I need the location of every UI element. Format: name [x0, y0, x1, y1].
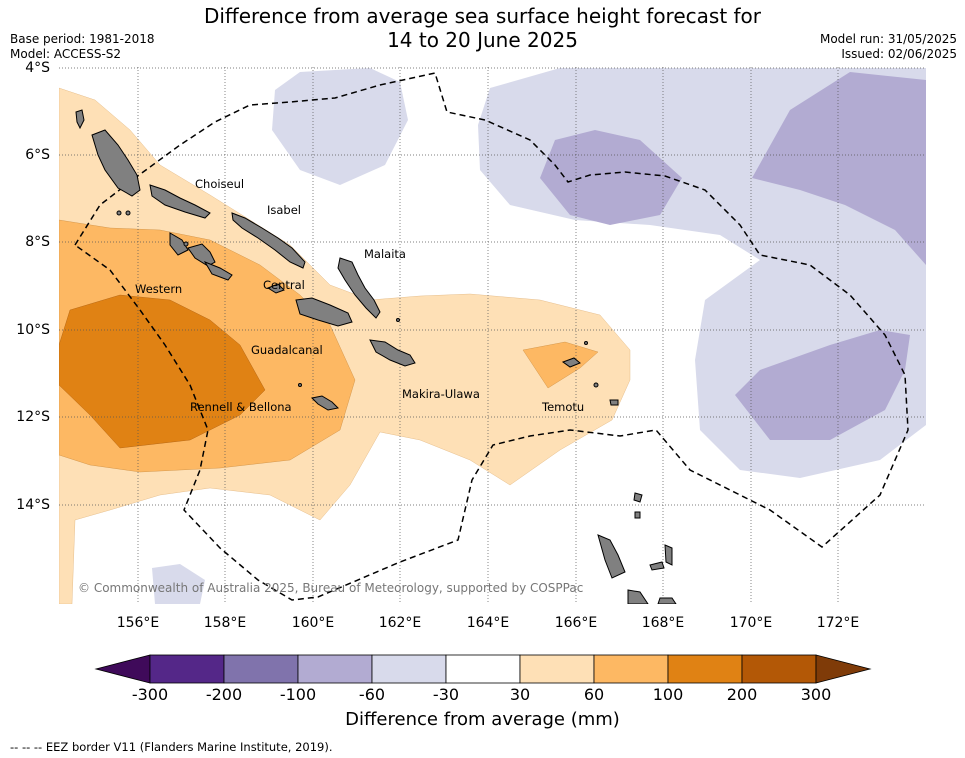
islet-6 [584, 341, 588, 345]
colorbar-bin-7 [593, 654, 669, 684]
land [75, 109, 677, 604]
colorbar-bin-5 [445, 654, 521, 684]
island-vanuatu-5 [633, 492, 643, 503]
anomaly-neg-60-100-a [540, 130, 682, 225]
islet-1 [125, 210, 131, 216]
anomaly-neg-60-100-c [735, 330, 910, 440]
island-isabel [231, 212, 306, 269]
island-choiseul [75, 109, 85, 130]
colorbar-bin-4 [371, 654, 447, 684]
colorbar-tick-4: -60 [358, 685, 386, 704]
lon-label-158e: 158°E [203, 615, 247, 631]
island-vanuatu-2 [627, 589, 649, 604]
lon-label-160e: 160°E [291, 615, 335, 631]
colorbar-tick-3: -100 [279, 685, 317, 704]
lon-label-166e: 166°E [554, 615, 598, 631]
island-vanuatu-3 [649, 561, 665, 571]
colorbar [94, 654, 872, 684]
label-central: Central [263, 278, 305, 292]
base-period-label: Base period: 1981-2018 [10, 32, 155, 46]
lon-label-156e: 156°E [116, 615, 160, 631]
island-rennell [310, 395, 340, 411]
colorbar-bin-6 [519, 654, 595, 684]
island-vanuatu-7 [657, 597, 677, 604]
islet-3 [183, 241, 189, 247]
colorbar-bin-2 [223, 654, 299, 684]
island-new-georgia [169, 232, 189, 256]
model-label: Model: ACCESS-S2 [10, 47, 122, 61]
label-temotu: Temotu [541, 400, 584, 414]
footer-legend: -- -- -- EEZ border V11 (Flanders Marine… [10, 740, 333, 754]
anomaly-60-100-temotu [522, 341, 599, 389]
lat-label-10s: 10°S [16, 322, 50, 338]
label-guadalcanal: Guadalcanal [251, 343, 323, 357]
colorbar-tick-8: 100 [652, 685, 684, 704]
island-vanuatu-1 [597, 534, 626, 579]
colorbar-bin-9 [741, 654, 817, 684]
label-isabel: Isabel [267, 203, 301, 217]
anomaly-100-200 [59, 294, 266, 449]
colorbar-tick-2: -200 [205, 685, 243, 704]
gridlines [59, 67, 926, 604]
colorbar-tick-5: -30 [432, 685, 460, 704]
lon-label-162e: 162°E [378, 615, 422, 631]
island-vanuatu-4 [664, 544, 673, 566]
lon-label-172e: 172°E [816, 615, 860, 631]
colorbar-tick-1: -300 [131, 685, 169, 704]
island-vanuatu-6 [634, 511, 641, 519]
label-rennell: Rennell & Bellona [190, 400, 292, 414]
islet-5 [593, 382, 599, 388]
lon-label-168e: 168°E [641, 615, 685, 631]
title-line-1: Difference from average sea surface heig… [203, 4, 762, 28]
issued-label: Issued: 02/06/2025 [841, 47, 957, 61]
island-malaita [337, 257, 381, 319]
island-central [266, 283, 285, 294]
map-svg: Choiseul Isabel Malaita Western Central … [59, 67, 926, 604]
colorbar-bin-8 [667, 654, 743, 684]
label-makira: Makira-Ulawa [402, 387, 480, 401]
islet-2 [116, 210, 122, 216]
colorbar-extend-low [94, 654, 151, 684]
eez-legend-text: EEZ border V11 (Flanders Marine Institut… [45, 740, 333, 754]
model-run-label: Model run: 31/05/2025 [819, 32, 957, 46]
lat-label-6s: 6°S [25, 147, 50, 163]
colorbar-tick-7: 60 [583, 685, 605, 704]
island-new-georgia-2 [187, 243, 216, 267]
page-title: Difference from average sea surface heig… [0, 4, 965, 52]
anomaly-neg-30-60-south [152, 564, 205, 604]
colorbar-tick-10: 300 [800, 685, 832, 704]
lon-label-164e: 164°E [466, 615, 510, 631]
colorbar-title: Difference from average (mm) [345, 709, 620, 730]
islet-4 [396, 318, 400, 322]
colorbar-bin-1 [149, 654, 225, 684]
islet-7 [298, 383, 302, 387]
label-choiseul: Choiseul [195, 177, 244, 191]
map-area: Choiseul Isabel Malaita Western Central … [59, 67, 926, 604]
island-new-georgia-3 [203, 260, 233, 281]
lat-label-14s: 14°S [16, 497, 50, 513]
island-choiseul-main [149, 184, 211, 219]
island-temotu-2 [609, 399, 619, 406]
label-malaita: Malaita [364, 247, 406, 261]
lat-label-4s: 4°S [25, 60, 50, 76]
title-line-2: 14 to 20 June 2025 [387, 28, 578, 52]
colorbar-extend-high [815, 654, 872, 684]
colorbar-bin-3 [297, 654, 373, 684]
island-guadalcanal [295, 297, 353, 327]
colorbar-tick-6: 30 [509, 685, 531, 704]
eez-legend-symbol: -- -- -- [10, 740, 43, 754]
lat-label-8s: 8°S [25, 234, 50, 250]
lon-label-170e: 170°E [729, 615, 773, 631]
anomaly-neg-60-100-b [752, 72, 926, 265]
copyright-text: © Commonwealth of Australia 2025, Bureau… [78, 581, 583, 595]
eez-border [73, 72, 909, 601]
colorbar-tick-9: 200 [726, 685, 758, 704]
lat-label-12s: 12°S [16, 409, 50, 425]
island-makira [369, 339, 416, 367]
island-temotu [561, 357, 581, 368]
label-western: Western [135, 282, 182, 296]
province-labels: Choiseul Isabel Malaita Western Central … [135, 177, 584, 414]
anomaly-neg-30-60-north [272, 68, 408, 185]
island-bougainville [91, 129, 141, 197]
